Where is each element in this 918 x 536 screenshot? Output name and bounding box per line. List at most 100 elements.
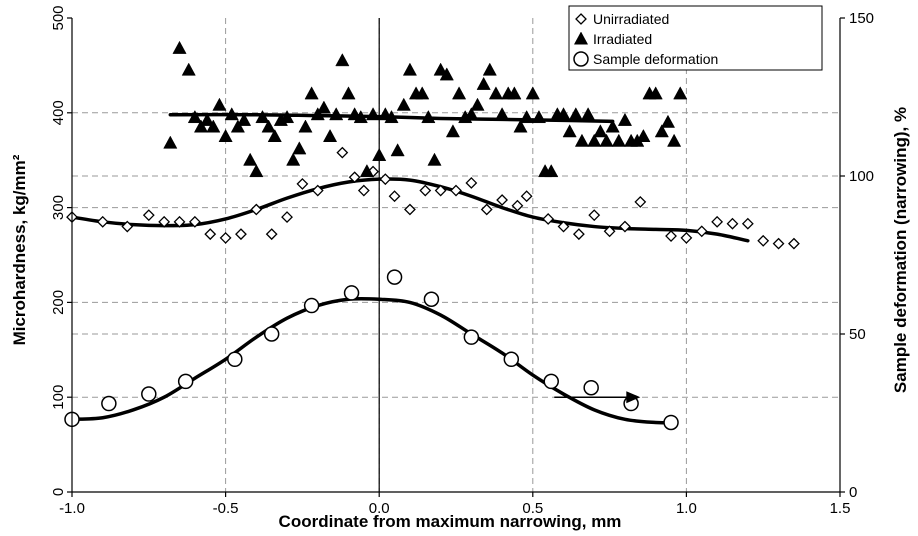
point-irradiated <box>654 124 669 138</box>
point-unirradiated <box>680 232 693 244</box>
legend-box <box>568 5 823 71</box>
legend-marker-irradiated <box>573 31 589 45</box>
point-unirradiated <box>434 184 447 197</box>
data-markers <box>64 40 800 431</box>
point-irradiated <box>193 119 209 133</box>
point-irradiated <box>279 110 295 124</box>
point-irradiated <box>648 86 663 100</box>
point-irradiated <box>365 107 381 121</box>
point-sample-deformation <box>423 291 440 307</box>
point-irradiated <box>667 133 682 147</box>
point-unirradiated <box>379 173 392 186</box>
point-irradiated <box>353 110 368 124</box>
point-unirradiated <box>188 215 201 228</box>
x-tick-label: 0.5 <box>522 500 543 517</box>
legend-marker-shape <box>573 51 589 67</box>
x-tick-label: 0.0 <box>369 500 390 517</box>
point-unirradiated <box>388 190 401 203</box>
point-unirradiated <box>158 215 171 228</box>
point-irradiated <box>359 164 374 178</box>
y-left-tick-label: 0 <box>50 488 67 496</box>
point-irradiated <box>384 110 399 124</box>
point-irradiated <box>593 124 608 138</box>
point-irradiated <box>335 53 350 67</box>
point-irradiated <box>206 119 221 133</box>
point-unirradiated <box>603 225 616 238</box>
point-irradiated <box>329 107 344 121</box>
point-irradiated <box>230 119 245 133</box>
point-irradiated <box>513 119 528 133</box>
point-irradiated <box>587 133 602 147</box>
point-irradiated <box>402 62 417 76</box>
point-unirradiated <box>142 209 155 222</box>
point-irradiated <box>261 119 276 133</box>
legend-marker-shape <box>573 31 589 45</box>
y-left-tick-label: 300 <box>50 195 67 220</box>
point-irradiated <box>249 164 264 178</box>
point-irradiated <box>224 107 239 121</box>
point-irradiated <box>562 124 577 138</box>
point-sample-deformation <box>343 285 360 301</box>
point-unirradiated <box>588 209 601 222</box>
point-irradiated <box>605 119 620 133</box>
point-unirradiated <box>520 190 533 203</box>
point-irradiated <box>445 124 460 138</box>
legend-marker-shape <box>575 13 587 25</box>
point-irradiated <box>212 97 227 111</box>
point-irradiated <box>316 100 331 114</box>
point-unirradiated <box>788 237 800 250</box>
point-sample-deformation <box>463 329 480 345</box>
point-unirradiated <box>496 194 508 206</box>
point-irradiated <box>181 62 196 76</box>
point-irradiated <box>673 86 688 100</box>
point-irradiated <box>427 152 442 166</box>
point-irradiated <box>421 110 436 124</box>
point-irradiated <box>574 133 590 147</box>
point-unirradiated <box>634 195 647 208</box>
point-unirradiated <box>465 177 478 189</box>
point-irradiated <box>255 110 270 124</box>
y-left-tick-label: 200 <box>50 290 67 315</box>
point-unirradiated <box>557 220 570 233</box>
y-axis-left-title: Microhardness, kg/mm² <box>10 154 29 345</box>
tick-labels: -1.0 -0.5 0.0 0.5 1.0 1.501002003004005000501… <box>50 5 874 517</box>
point-irradiated <box>310 107 325 121</box>
point-irradiated <box>187 110 202 124</box>
fit-curve-unirradiated <box>70 177 750 243</box>
fit-curves <box>70 112 750 425</box>
point-sample-deformation <box>663 414 679 431</box>
point-irradiated <box>292 141 307 155</box>
legend-label-sample-deformation: Sample deformation <box>593 51 718 67</box>
point-irradiated <box>341 86 356 100</box>
point-irradiated <box>531 110 547 124</box>
point-unirradiated <box>619 220 631 233</box>
point-irradiated <box>495 107 510 121</box>
point-sample-deformation <box>583 379 599 396</box>
axes <box>67 17 845 497</box>
point-irradiated <box>267 128 282 142</box>
deformation-axis-arrowhead <box>626 391 641 404</box>
point-unirradiated <box>235 228 247 241</box>
point-unirradiated <box>265 228 278 241</box>
fit-curve-irradiated <box>168 112 615 124</box>
point-irradiated <box>476 76 491 90</box>
point-irradiated <box>568 107 583 121</box>
point-irradiated <box>470 97 485 111</box>
legend-label-unirradiated: Unirradiated <box>593 11 669 27</box>
x-axis-title: Coordinate from maximum narrowing, mm <box>279 512 622 531</box>
point-unirradiated <box>726 217 739 230</box>
point-irradiated <box>415 86 430 100</box>
y-left-tick-label: 100 <box>50 385 67 410</box>
point-unirradiated <box>173 215 186 228</box>
point-irradiated <box>611 133 626 147</box>
point-irradiated <box>396 97 411 111</box>
point-unirradiated <box>711 215 724 228</box>
point-irradiated <box>439 67 454 81</box>
point-unirradiated <box>542 213 555 225</box>
point-unirradiated <box>336 146 349 159</box>
point-irradiated <box>636 128 651 142</box>
point-irradiated <box>200 112 215 126</box>
point-irradiated <box>172 40 187 54</box>
y-axis-right-title: Sample deformation (narrowing), % <box>891 107 910 393</box>
